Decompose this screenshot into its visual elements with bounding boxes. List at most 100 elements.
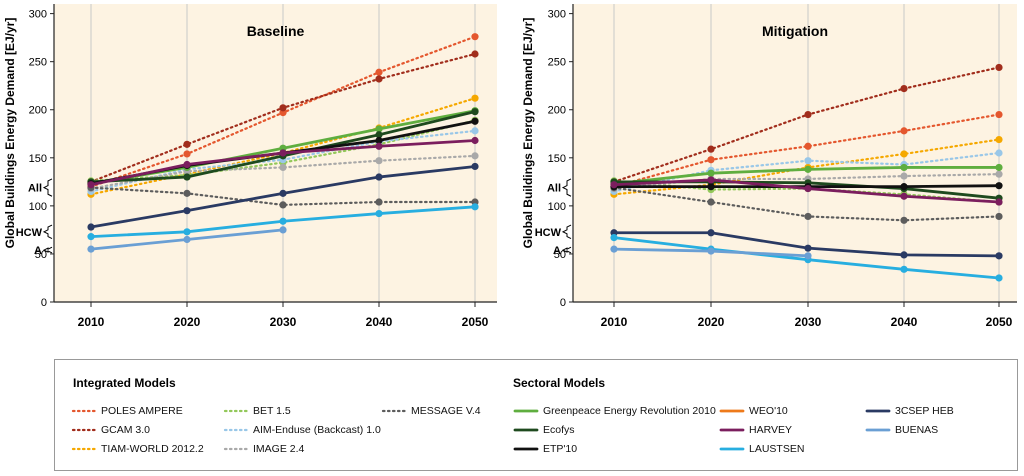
data-point: [804, 142, 812, 150]
series-MESSAGE V.4: [610, 184, 1003, 224]
bracket-label: All: [547, 183, 561, 195]
data-point: [375, 131, 383, 139]
series-HARVEY: [87, 136, 479, 189]
legend-swatch: [513, 447, 539, 451]
data-point: [900, 150, 908, 158]
x-tick-label: 2020: [174, 315, 201, 329]
legend-swatch: [719, 409, 745, 413]
series-BUENAS: [87, 226, 287, 253]
data-point: [375, 173, 383, 181]
panel-0: 0 50 100 150 200 250 300 2010 2020 2030 2040 2050 Gl…: [3, 4, 497, 329]
data-point: [87, 245, 95, 253]
legend-label: LAUSTSEN: [749, 443, 805, 455]
data-point: [707, 156, 715, 164]
legend-swatch: [513, 428, 539, 432]
data-point: [995, 182, 1003, 190]
data-point: [279, 226, 287, 234]
data-point: [900, 216, 908, 224]
data-point: [279, 104, 287, 112]
legend-label: IMAGE 2.4: [253, 443, 305, 455]
legend-swatch: [719, 428, 745, 432]
data-point: [279, 163, 287, 172]
data-point: [471, 94, 479, 102]
data-point: [471, 33, 479, 41]
y-tick-label: 250: [548, 57, 566, 69]
bracket-A: [561, 246, 572, 254]
legend-swatch: [71, 409, 97, 413]
series-LAUSTSEN: [87, 203, 479, 241]
legend-label: Ecofys: [543, 424, 575, 436]
legend-label: POLES AMPERE: [101, 405, 183, 417]
data-point: [804, 184, 812, 193]
data-point: [804, 110, 812, 119]
panel-1: 0 50 100 150 200 250 300 2010 2020 2030 2040 2050 Gl…: [521, 4, 1017, 329]
bracket-label: A: [34, 245, 42, 257]
data-point: [183, 228, 191, 236]
data-point: [707, 247, 715, 255]
data-point: [471, 108, 479, 116]
data-point: [375, 125, 383, 133]
data-point: [610, 245, 618, 253]
y-axis-label: Global Buildings Energy Demand [EJ/yr]: [3, 18, 17, 249]
series-line: [89, 154, 477, 190]
y-tick-label: 100: [548, 201, 566, 213]
data-point: [279, 189, 287, 197]
bracket-A: [42, 246, 53, 254]
data-point: [707, 183, 715, 191]
data-point: [471, 203, 479, 211]
data-point: [707, 169, 715, 177]
x-tick-label: 2050: [462, 315, 489, 329]
data-point: [471, 136, 479, 145]
data-point: [471, 127, 479, 135]
data-point: [995, 170, 1003, 178]
legend-label: TIAM-WORLD 2012.2: [101, 443, 204, 455]
data-point: [707, 229, 715, 237]
x-tick-label: 2020: [698, 315, 725, 329]
series-line: [612, 113, 1001, 188]
data-point: [183, 173, 191, 181]
legend-label: WEO'10: [749, 405, 788, 417]
data-point: [804, 165, 812, 173]
data-point: [471, 162, 479, 171]
bracket-All: [561, 178, 572, 197]
chart-title: Baseline: [247, 23, 305, 39]
y-tick-label: 300: [548, 9, 566, 21]
data-point: [375, 68, 383, 76]
legend-swatch: [223, 409, 249, 413]
data-point: [900, 172, 908, 180]
data-point: [995, 163, 1003, 172]
data-point: [279, 217, 287, 225]
figure-canvas: 0 50 100 150 200 250 300 2010 2020 2030 2040 2050 Gl…: [3, 4, 1017, 329]
data-point: [279, 149, 287, 157]
data-point: [87, 223, 95, 231]
data-point: [900, 183, 908, 191]
data-point: [995, 63, 1003, 72]
data-point: [610, 181, 618, 189]
y-axis-label: Global Buildings Energy Demand [EJ/yr]: [521, 18, 535, 249]
legend: Integrated Models Sectoral Models POLES …: [54, 359, 1018, 471]
legend-label: ETP'10: [543, 443, 578, 455]
data-point: [610, 233, 618, 242]
x-tick-label: 2040: [366, 315, 393, 329]
x-tick-label: 2010: [601, 315, 628, 329]
legend-label: AIM-Enduse (Backcast) 1.0: [253, 424, 381, 436]
legend-swatch: [719, 447, 745, 451]
data-point: [183, 140, 191, 148]
data-point: [707, 198, 715, 206]
legend-swatch: [71, 447, 97, 451]
data-point: [375, 157, 383, 165]
data-point: [375, 136, 383, 145]
legend-swatch: [381, 409, 407, 413]
bracket-label: All: [28, 183, 42, 195]
data-point: [995, 135, 1003, 144]
legend-swatch: [71, 428, 97, 432]
data-point: [995, 110, 1003, 119]
y-tick-label: 200: [548, 105, 566, 117]
data-point: [471, 50, 479, 58]
y-tick-label: 100: [29, 201, 47, 213]
data-point: [183, 189, 191, 197]
y-tick-label: 200: [29, 105, 47, 117]
x-tick-label: 2030: [795, 315, 822, 329]
legend-integrated-title: Integrated Models: [73, 376, 176, 390]
series-HARVEY: [610, 176, 1003, 206]
